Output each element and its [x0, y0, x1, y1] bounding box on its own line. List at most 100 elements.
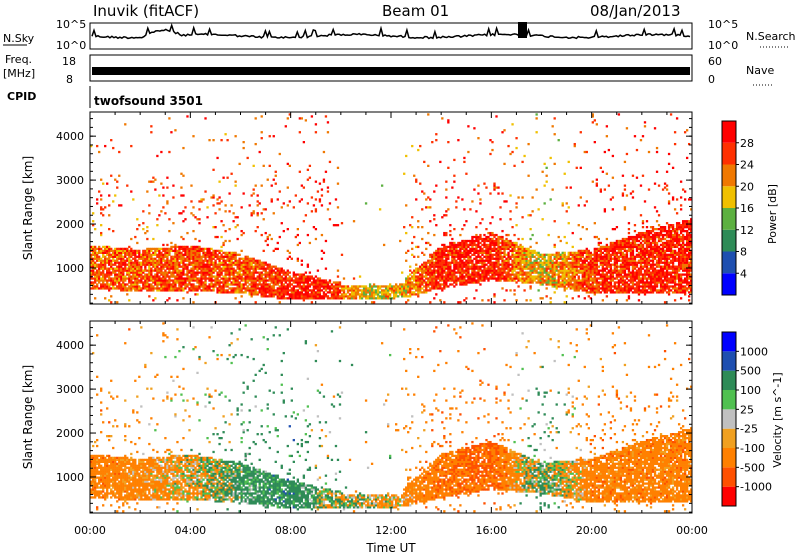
heatmap-cell [553, 275, 556, 278]
heatmap-cell [256, 212, 259, 215]
heatmap-cell [451, 257, 454, 260]
heatmap-cell [324, 293, 328, 296]
heatmap-cell [477, 277, 480, 280]
heatmap-cell [421, 190, 424, 193]
heatmap-cell [112, 271, 115, 274]
heatmap-cell [318, 291, 322, 294]
heatmap-cell [264, 275, 267, 278]
heatmap-cell [465, 283, 468, 286]
heatmap-cell [182, 271, 185, 274]
heatmap-cell [204, 265, 207, 268]
heatmap-cell [278, 271, 281, 274]
heatmap-cell [268, 164, 271, 167]
heatmap-cell [471, 259, 474, 262]
heatmap-cell [499, 206, 502, 209]
heatmap-cell [192, 214, 195, 217]
heatmap-cell [615, 269, 619, 272]
heatmap-cell [461, 271, 464, 274]
heatmap-cell [541, 275, 544, 278]
heatmap-cell [136, 271, 139, 274]
heatmap-cell [104, 277, 107, 280]
heatmap-cell [206, 273, 209, 276]
heatmap-cell [465, 253, 468, 256]
heatmap-cell [300, 297, 304, 300]
heatmap-cell [342, 277, 346, 280]
heatmap-cell [182, 245, 185, 249]
heatmap-cell [100, 265, 103, 268]
heatmap-cell [160, 255, 163, 258]
heatmap-cell [274, 289, 277, 292]
heatmap-cell [451, 279, 454, 282]
heatmap-cell [168, 259, 171, 262]
heatmap-cell [517, 273, 520, 276]
heatmap-cell [581, 261, 584, 264]
heatmap-cell [130, 237, 133, 241]
heatmap-cell [451, 243, 454, 247]
heatmap-cell [120, 273, 123, 276]
heatmap-cell [124, 279, 127, 282]
heatmap-cell [318, 289, 322, 292]
heatmap-cell [222, 176, 225, 179]
heatmap-cell [449, 279, 452, 282]
heatmap-cell [559, 275, 562, 278]
heatmap-cell [226, 271, 229, 274]
heatmap-cell [547, 283, 550, 286]
heatmap-cell [465, 271, 468, 274]
heatmap-cell [286, 277, 289, 280]
heatmap-cell [162, 267, 165, 270]
heatmap-cell [198, 218, 201, 221]
heatmap-cell [100, 208, 103, 211]
heatmap-cell [240, 233, 243, 237]
heatmap-cell [382, 295, 386, 298]
heatmap-cell [465, 255, 468, 258]
heatmap-cell [525, 265, 528, 268]
heatmap-cell [449, 263, 452, 266]
heatmap-cell [465, 267, 468, 270]
heatmap-cell [487, 259, 490, 262]
heatmap-cell [184, 257, 187, 260]
heatmap-cell [278, 285, 281, 288]
heatmap-cell [388, 287, 392, 290]
heatmap-cell [194, 265, 197, 268]
heatmap-cell [130, 289, 133, 292]
heatmap-cell [461, 273, 464, 276]
heatmap-cell [433, 190, 436, 193]
heatmap-cell [122, 273, 125, 276]
heatmap-cell [134, 281, 137, 284]
heatmap-cell [196, 289, 199, 292]
heatmap-cell [106, 273, 109, 276]
heatmap-cell [248, 267, 251, 270]
heatmap-cell [146, 279, 149, 282]
heatmap-cell [475, 235, 478, 239]
heatmap-cell [252, 259, 255, 262]
heatmap-cell [619, 271, 623, 274]
heatmap-cell [176, 287, 179, 290]
heatmap-cell [533, 255, 536, 258]
heatmap-cell [128, 281, 131, 284]
heatmap-cell [298, 279, 301, 282]
heatmap-cell [288, 297, 291, 300]
heatmap-cell [557, 271, 560, 274]
heatmap-cell [196, 261, 199, 264]
heatmap-cell [354, 297, 358, 300]
heatmap-cell [593, 253, 596, 256]
heatmap-cell [481, 253, 484, 256]
heatmap-cell [611, 227, 615, 231]
heatmap-cell [541, 281, 544, 284]
heatmap-cell [503, 259, 506, 262]
heatmap-cell [246, 279, 249, 282]
heatmap-cell [611, 279, 615, 282]
heatmap-cell [254, 269, 257, 272]
heatmap-cell [272, 281, 275, 284]
heatmap-cell [483, 243, 486, 247]
heatmap-cell [449, 267, 452, 270]
heatmap-cell [539, 255, 542, 258]
heatmap-cell [613, 253, 617, 256]
heatmap-cell [543, 279, 546, 282]
heatmap-cell [296, 279, 299, 282]
heatmap-cell [210, 289, 213, 292]
heatmap-cell [587, 267, 590, 270]
heatmap-cell [497, 243, 500, 247]
heatmap-cell [98, 247, 101, 251]
heatmap-cell [190, 277, 193, 280]
